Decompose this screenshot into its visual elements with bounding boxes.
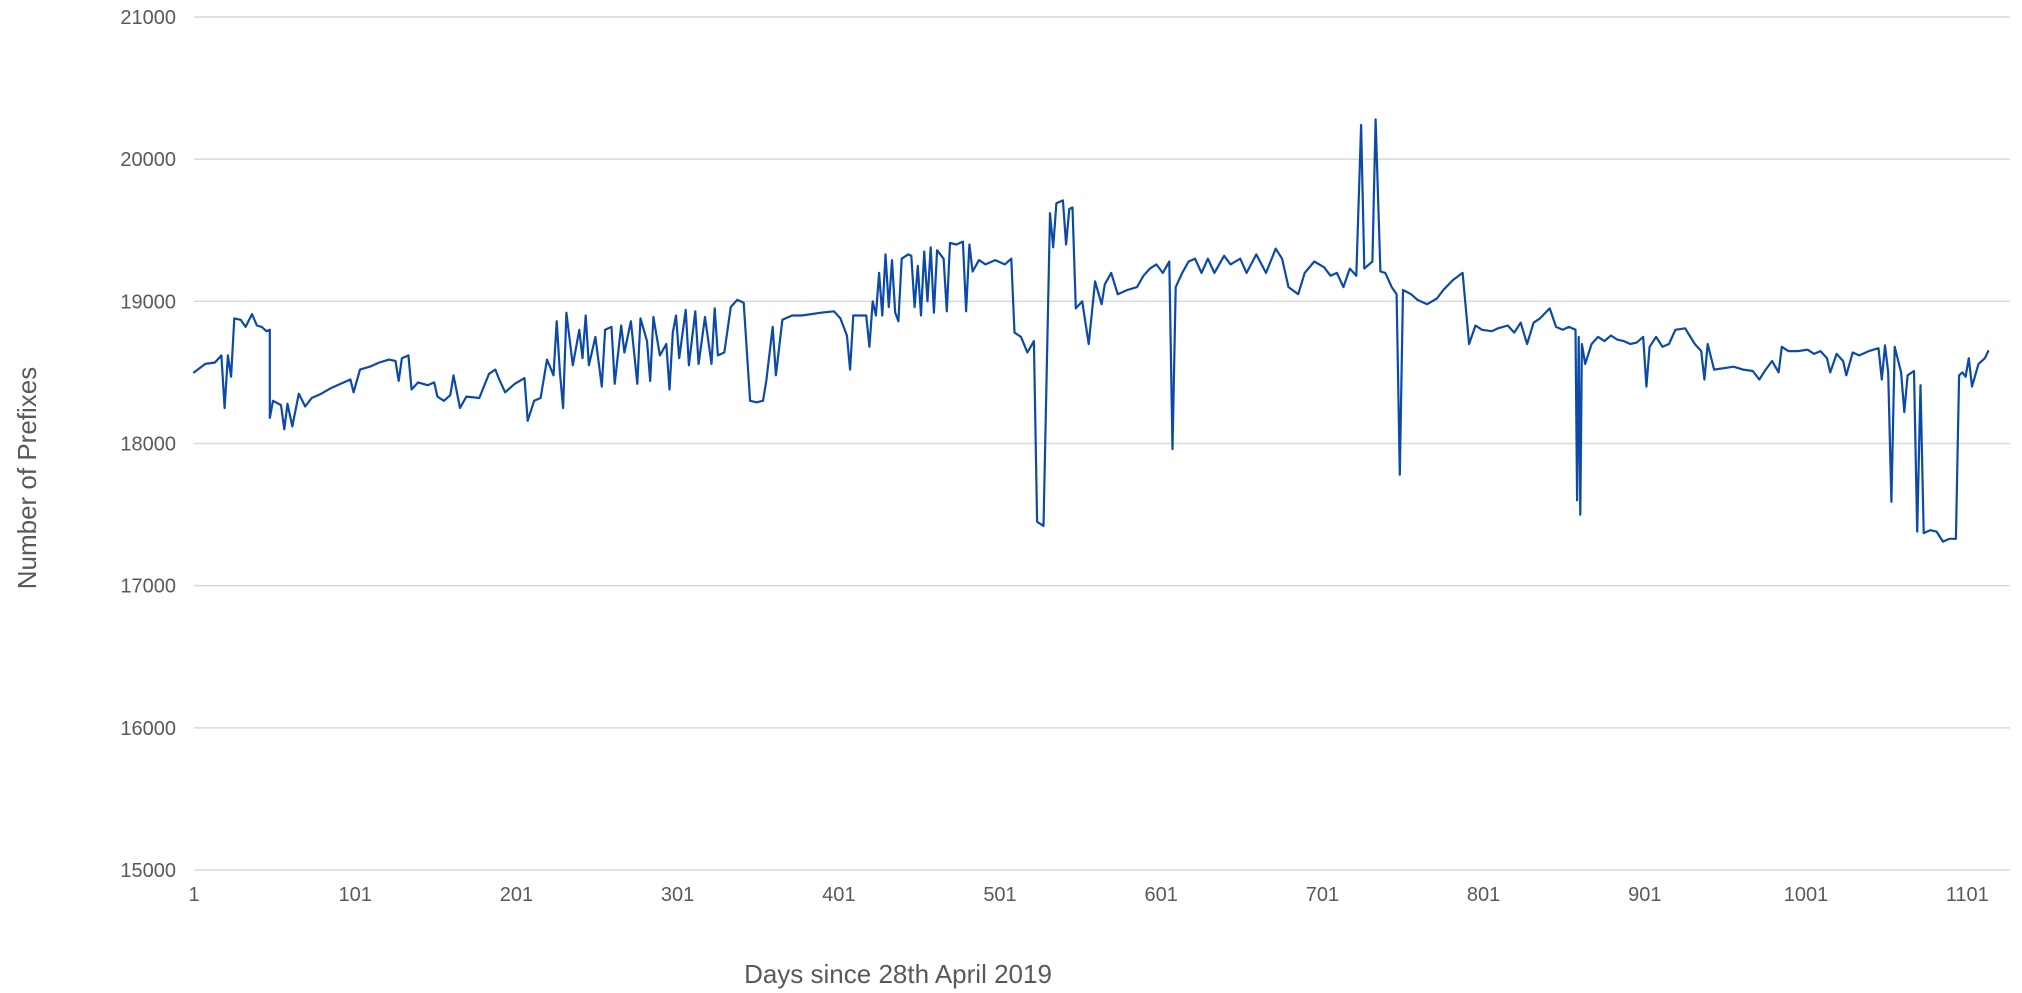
x-tick-label: 801 (1467, 884, 1500, 906)
x-axis-title: Days since 28th April 2019 (744, 959, 1052, 989)
x-tick-label: 401 (822, 884, 855, 906)
y-tick-label: 20000 (120, 149, 176, 171)
gridlines (194, 16, 2010, 871)
y-axis-tick-labels: 15000 16000 17000 18000 19000 20000 21000 (120, 7, 176, 882)
x-axis-tick-labels: 1 101 201 301 401 501 601 701 801 901 1001 1101 (188, 884, 1988, 906)
x-tick-label: 301 (661, 884, 694, 906)
x-tick-label: 101 (339, 884, 372, 906)
x-tick-label: 1001 (1784, 884, 1829, 906)
x-tick-label: 501 (983, 884, 1016, 906)
x-tick-label: 1101 (1946, 884, 1989, 906)
series-group (192, 118, 1990, 543)
y-tick-label: 15000 (120, 860, 176, 882)
x-tick-label: 701 (1306, 884, 1339, 906)
y-axis-title: Number of Prefixes (12, 367, 42, 590)
y-tick-label: 21000 (120, 7, 176, 29)
x-tick-label: 201 (500, 884, 533, 906)
y-tick-label: 16000 (120, 718, 176, 740)
x-tick-label: 901 (1628, 884, 1661, 906)
x-tick-label: 601 (1145, 884, 1178, 906)
series-line (192, 118, 1990, 543)
y-tick-label: 17000 (120, 576, 176, 598)
y-tick-label: 19000 (120, 291, 176, 313)
y-tick-label: 18000 (120, 434, 176, 456)
x-tick-label: 1 (188, 884, 199, 906)
